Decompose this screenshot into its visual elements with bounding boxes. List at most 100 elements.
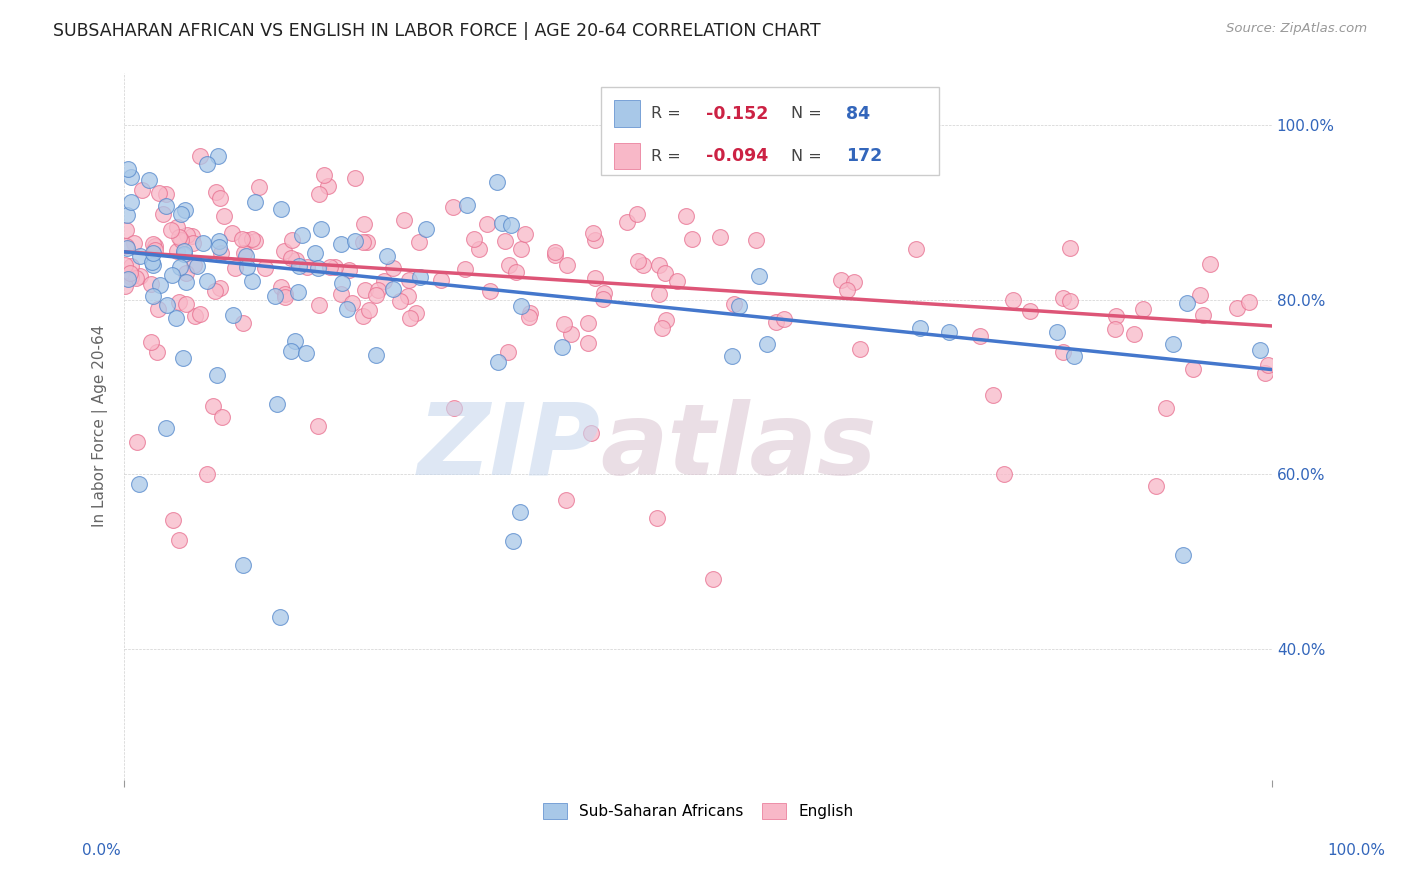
Point [981,388,1004,402]
Point [122,236,145,251]
Point [114,279,136,293]
Point [120,259,142,273]
Point [1253,366,1275,380]
Text: -0.152: -0.152 [706,104,769,122]
Text: SUBSAHARAN AFRICAN VS ENGLISH IN LABOR FORCE | AGE 20-64 CORRELATION CHART: SUBSAHARAN AFRICAN VS ENGLISH IN LABOR F… [53,22,821,40]
Point [560,327,582,342]
Point [356,235,378,249]
Point [475,217,498,231]
Point [1237,294,1260,309]
Point [295,260,318,274]
Point [583,233,606,247]
Point [280,233,302,247]
Point [330,236,353,251]
Point [205,368,228,383]
Point [354,283,377,297]
Point [222,308,245,322]
Point [159,223,181,237]
Text: atlas: atlas [600,399,877,496]
Point [645,510,668,524]
Point [186,259,208,273]
Point [166,244,188,258]
Point [592,286,614,301]
Point [319,260,342,274]
Point [908,321,931,335]
Point [394,213,416,227]
Point [702,572,724,586]
Point [550,340,572,354]
Point [117,161,139,176]
Point [143,238,166,252]
Point [208,234,231,248]
Point [1144,478,1167,492]
Point [240,232,263,246]
Point [502,533,524,548]
Point [295,345,318,359]
Point [240,275,263,289]
Point [142,288,165,302]
Point [312,168,335,182]
Point [1018,304,1040,318]
Point [304,246,326,260]
Point [647,258,669,272]
Point [270,202,292,217]
Point [167,230,190,244]
Point [141,255,163,269]
Point [115,238,138,252]
Point [174,297,197,311]
Point [209,245,232,260]
Point [491,216,513,230]
Point [456,198,478,212]
Point [176,227,198,242]
Point [142,246,165,260]
Point [1059,294,1081,309]
Point [544,245,567,260]
Point [243,195,266,210]
Point [174,266,197,280]
Point [443,401,465,415]
Point [408,235,430,250]
Point [173,247,195,261]
Point [494,234,516,248]
Point [835,283,858,297]
Point [269,610,291,624]
Bar [600,87,939,176]
Text: 100.0%: 100.0% [1327,843,1386,858]
Point [745,233,768,247]
Point [576,316,599,330]
Point [291,228,314,243]
Point [654,266,676,280]
Point [1132,301,1154,316]
Point [323,260,346,274]
Point [155,199,177,213]
Point [633,258,655,272]
Point [142,258,165,272]
Point [1002,293,1025,307]
Point [849,342,872,356]
Point [139,334,162,349]
Point [415,222,437,236]
Point [117,208,139,222]
Point [207,149,229,163]
Point [118,266,141,280]
Point [195,274,218,288]
Point [202,399,225,413]
Point [235,249,257,263]
Point [496,345,519,359]
Point [1161,336,1184,351]
Point [340,296,363,310]
Point [616,215,638,229]
Point [224,260,246,275]
Point [173,244,195,258]
Point [172,351,194,365]
Point [183,258,205,272]
Point [167,294,190,309]
Point [388,294,411,309]
Point [409,269,432,284]
Point [162,513,184,527]
Point [430,273,453,287]
Text: R =: R = [651,148,686,163]
Point [486,355,509,369]
Text: 84: 84 [846,104,870,122]
Point [142,236,165,251]
